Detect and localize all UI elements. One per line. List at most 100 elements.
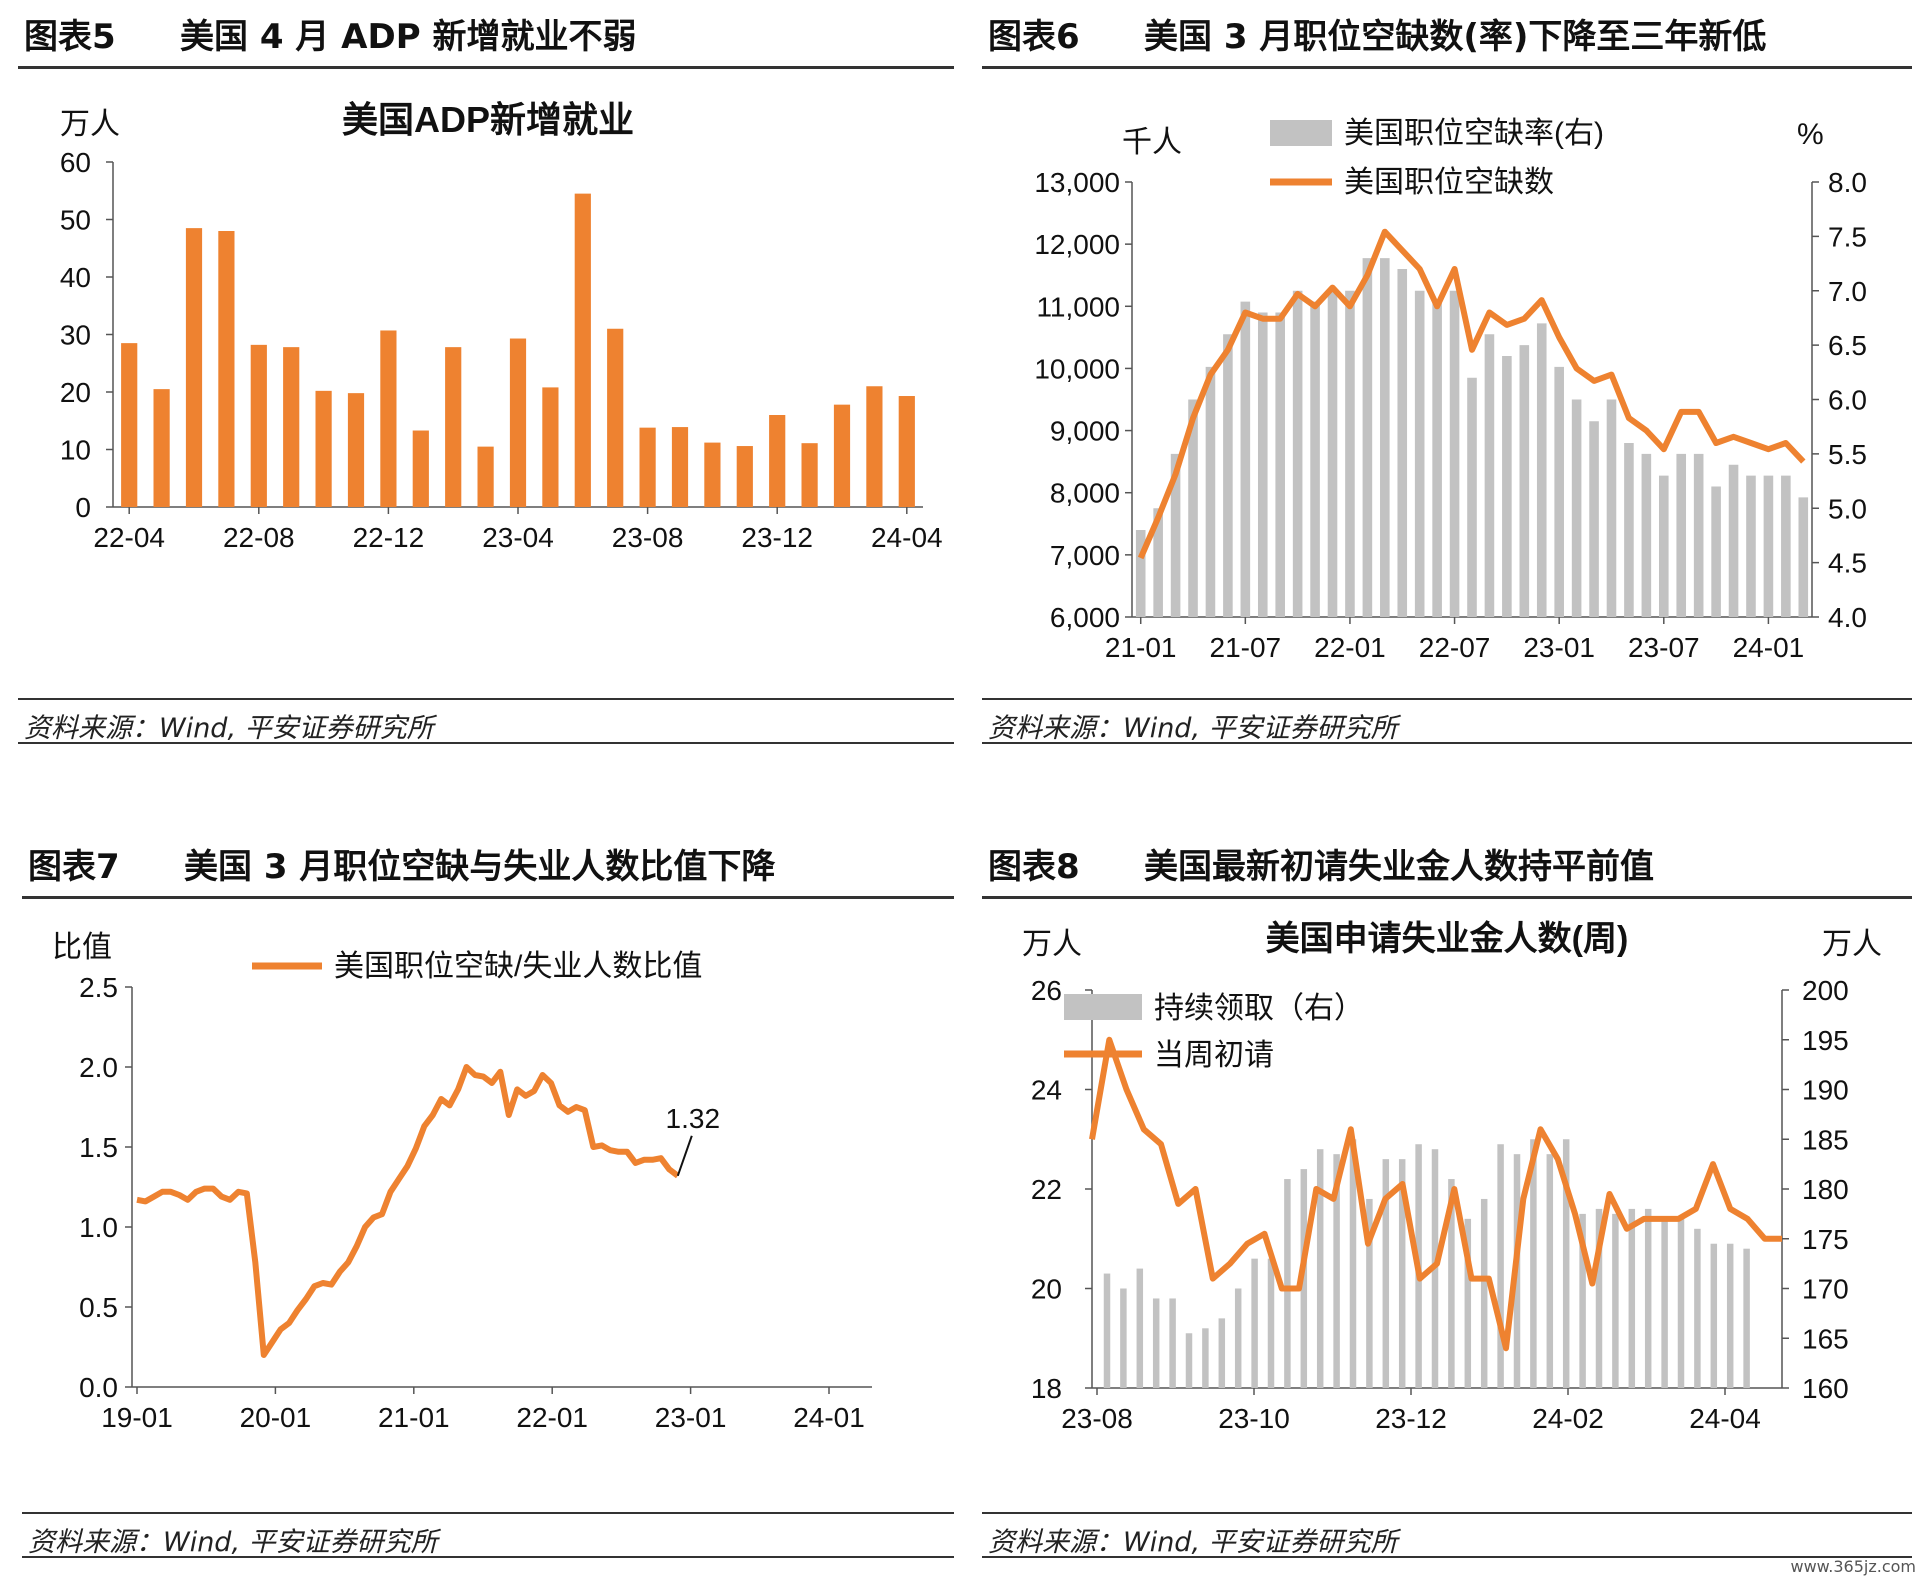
bar	[1746, 475, 1756, 617]
y-tick-label: 2.0	[79, 1052, 118, 1083]
bar	[1153, 508, 1163, 617]
panel-figure-7: 图表7 美国 3 月职位空缺与失业人数比值下降 比值 0.0 0.5 1.0 1.5 2.…	[22, 840, 954, 1565]
bar	[898, 396, 915, 507]
line-series	[136, 1064, 680, 1358]
y-tick-label: 10	[60, 435, 91, 466]
bar	[1497, 1144, 1504, 1388]
bar	[1432, 301, 1442, 617]
x-tick-label: 19-01	[101, 1402, 173, 1433]
x-tick-label: 24-04	[871, 522, 943, 553]
y-tick-label: 0.0	[79, 1372, 118, 1403]
x-tick-label: 23-07	[1628, 632, 1700, 663]
bar	[1562, 1139, 1570, 1388]
bar	[1316, 1149, 1324, 1388]
legend-label-bar: 美国职位空缺率(右)	[1344, 117, 1604, 150]
chart-title: 美国ADP新增就业	[342, 99, 634, 140]
y-tick-label-left: 8,000	[1050, 478, 1120, 509]
x-tick-label: 22-01	[1314, 632, 1386, 663]
x-tick-label: 24-01	[1733, 632, 1805, 663]
bar	[607, 328, 624, 507]
bar	[1380, 258, 1390, 617]
x-tick-label: 23-08	[1061, 1403, 1133, 1434]
x-tick-label: 23-01	[1523, 632, 1595, 663]
bar	[1345, 290, 1355, 617]
y-tick-label: 0	[75, 492, 91, 523]
panel-figure-6: 图表6 美国 3 月职位空缺数(率)下降至三年新低 千人% 6,000 7,000 8…	[982, 10, 1912, 755]
bar	[1624, 443, 1634, 617]
y-axis-label-left: 千人	[1122, 126, 1182, 159]
bar	[1240, 301, 1251, 617]
bar	[1349, 1139, 1357, 1388]
watermark-text: www.365jz.com	[1790, 1557, 1916, 1576]
y-tick-label: 0.5	[79, 1292, 118, 1323]
bar	[347, 393, 365, 507]
y-tick-label-left: 11,000	[1036, 291, 1120, 322]
bar	[1327, 290, 1338, 617]
legend-label-bar: 持续领取（右）	[1154, 992, 1364, 1025]
y-tick-label-left: 12,000	[1034, 229, 1120, 260]
figure-number: 图表8	[988, 847, 1080, 887]
y-tick-label-right: 190	[1802, 1075, 1849, 1106]
bar	[412, 430, 429, 507]
y-tick-label: 50	[60, 205, 91, 236]
bar	[1530, 1139, 1537, 1388]
x-tick-label: 23-12	[1375, 1403, 1447, 1434]
bar	[639, 427, 656, 507]
bar	[1310, 301, 1320, 617]
bar	[1612, 1213, 1619, 1388]
bar	[1205, 366, 1216, 617]
y-tick-label-left: 6,000	[1050, 602, 1120, 633]
source-note: 资料来源：Wind, 平安证券研究所	[18, 698, 954, 744]
bar	[736, 446, 753, 507]
bar	[1502, 356, 1512, 617]
bar	[1644, 1208, 1652, 1388]
y-tick-label-right: 160	[1802, 1373, 1849, 1404]
bar	[671, 427, 689, 507]
bar	[1120, 1288, 1127, 1388]
bar	[1798, 497, 1809, 617]
panel-figure-8: 图表8 美国最新初请失业金人数持平前值 美国申请失业金人数(周) 万人 万人 18 20…	[982, 840, 1912, 1565]
x-tick-label: 23-08	[612, 522, 684, 553]
bar	[185, 228, 203, 507]
figure-number: 图表5	[24, 17, 116, 57]
x-tick-label: 22-12	[353, 522, 425, 553]
bar	[1414, 290, 1425, 617]
bar	[250, 344, 267, 507]
figure-title: 美国 3 月职位空缺与失业人数比值下降	[184, 847, 776, 887]
y-tick-label: 60	[60, 147, 91, 178]
bar	[1536, 323, 1547, 617]
bar	[1728, 464, 1739, 617]
chart-title: 美国申请失业金人数(周)	[1266, 919, 1629, 958]
chart-openings-unemployed-ratio: 比值 0.0 0.5 1.0 1.5 2.0 2.5 19-01 20-01 21-01 22-01…	[52, 931, 872, 1433]
x-tick-label: 23-01	[655, 1402, 727, 1433]
bar	[1677, 1218, 1685, 1388]
bar	[1135, 530, 1146, 617]
bar	[866, 386, 883, 507]
y-tick-label-right: 200	[1802, 975, 1849, 1006]
bar	[1251, 1258, 1258, 1388]
bar	[1589, 421, 1599, 617]
figure-number: 图表7	[28, 847, 120, 887]
y-tick-label-left: 13,000	[1034, 167, 1120, 198]
chart-job-openings: 千人 % 6,000 7,000 8,000 9,000 10,000 11,000 12,00…	[1034, 117, 1867, 663]
bar	[704, 442, 721, 507]
figure-title: 美国 3 月职位空缺数(率)下降至三年新低	[1144, 17, 1767, 57]
chart-adp-new-jobs: 美国ADP新增就业 万人 0 10 20 30 40 50 60 22-04 22-08 22-12 2…	[60, 99, 943, 553]
y-tick-label-right: 5.5	[1828, 439, 1867, 470]
bar	[1449, 290, 1460, 617]
x-tick-label: 22-07	[1419, 632, 1491, 663]
y-tick-label-right: 185	[1802, 1124, 1849, 1155]
y-tick-label-right: 165	[1802, 1323, 1849, 1354]
bar	[1223, 334, 1233, 617]
legend-swatch-bar	[1270, 120, 1332, 146]
y-tick-label-left: 7,000	[1050, 540, 1120, 571]
figure-header: 图表7 美国 3 月职位空缺与失业人数比值下降	[22, 840, 954, 899]
y-tick-label-right: 8.0	[1828, 167, 1867, 198]
bar	[769, 415, 786, 507]
source-text: 资料来源：Wind, 平安证券研究所	[988, 713, 1398, 744]
bar	[801, 443, 818, 507]
bar	[1300, 1169, 1308, 1388]
legend-label-line: 美国职位空缺数	[1344, 166, 1554, 199]
bar	[1628, 1208, 1636, 1388]
bar	[1659, 475, 1669, 617]
